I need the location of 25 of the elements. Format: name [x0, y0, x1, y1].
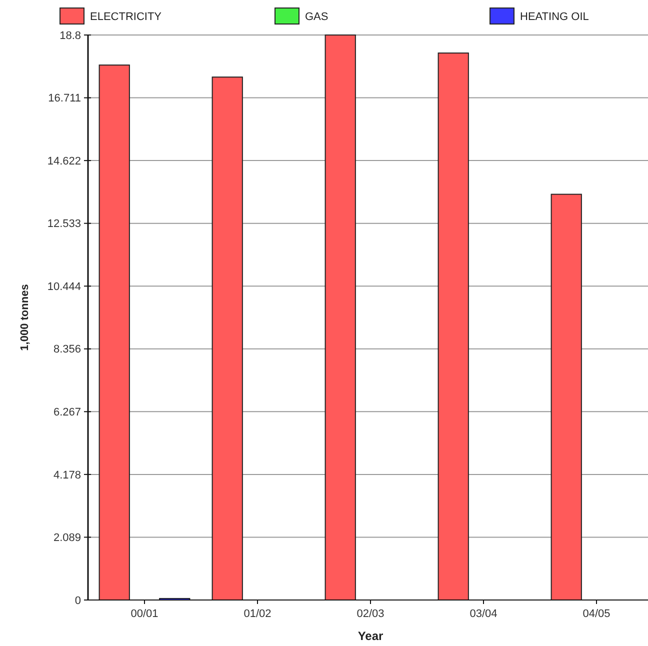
- y-tick-label: 2.089: [53, 532, 81, 544]
- y-tick-label: 16.711: [48, 92, 81, 105]
- bar: [438, 52, 469, 600]
- x-tick-label: 00/01: [130, 608, 158, 620]
- bar: [550, 194, 582, 600]
- y-tick-label: 4.178: [53, 469, 81, 482]
- bar: [98, 64, 130, 600]
- bar: [324, 34, 356, 600]
- y-tick-label: 12.533: [47, 218, 81, 230]
- y-tick-label: 0: [74, 594, 81, 607]
- x-tick-label: 01/02: [244, 608, 272, 620]
- y-tick-label: 18.8: [60, 30, 81, 42]
- legend-label: GAS: [305, 10, 328, 23]
- legend-label: ELECTRICITY: [90, 10, 162, 23]
- y-axis-title: 1,000 tonnes: [19, 284, 31, 351]
- y-tick-label: 8.356: [53, 344, 81, 356]
- legend-label: HEATING OIL: [520, 10, 589, 23]
- bar: [212, 76, 243, 600]
- y-tick-label: 6.267: [53, 406, 81, 419]
- x-tick-label: 02/03: [356, 608, 384, 620]
- y-tick-label: 14.622: [47, 155, 81, 168]
- y-tick-label: 10.444: [47, 280, 81, 293]
- x-tick-label: 04/05: [582, 608, 610, 620]
- x-tick-label: 03/04: [470, 608, 498, 620]
- x-axis-title: Year: [358, 629, 384, 643]
